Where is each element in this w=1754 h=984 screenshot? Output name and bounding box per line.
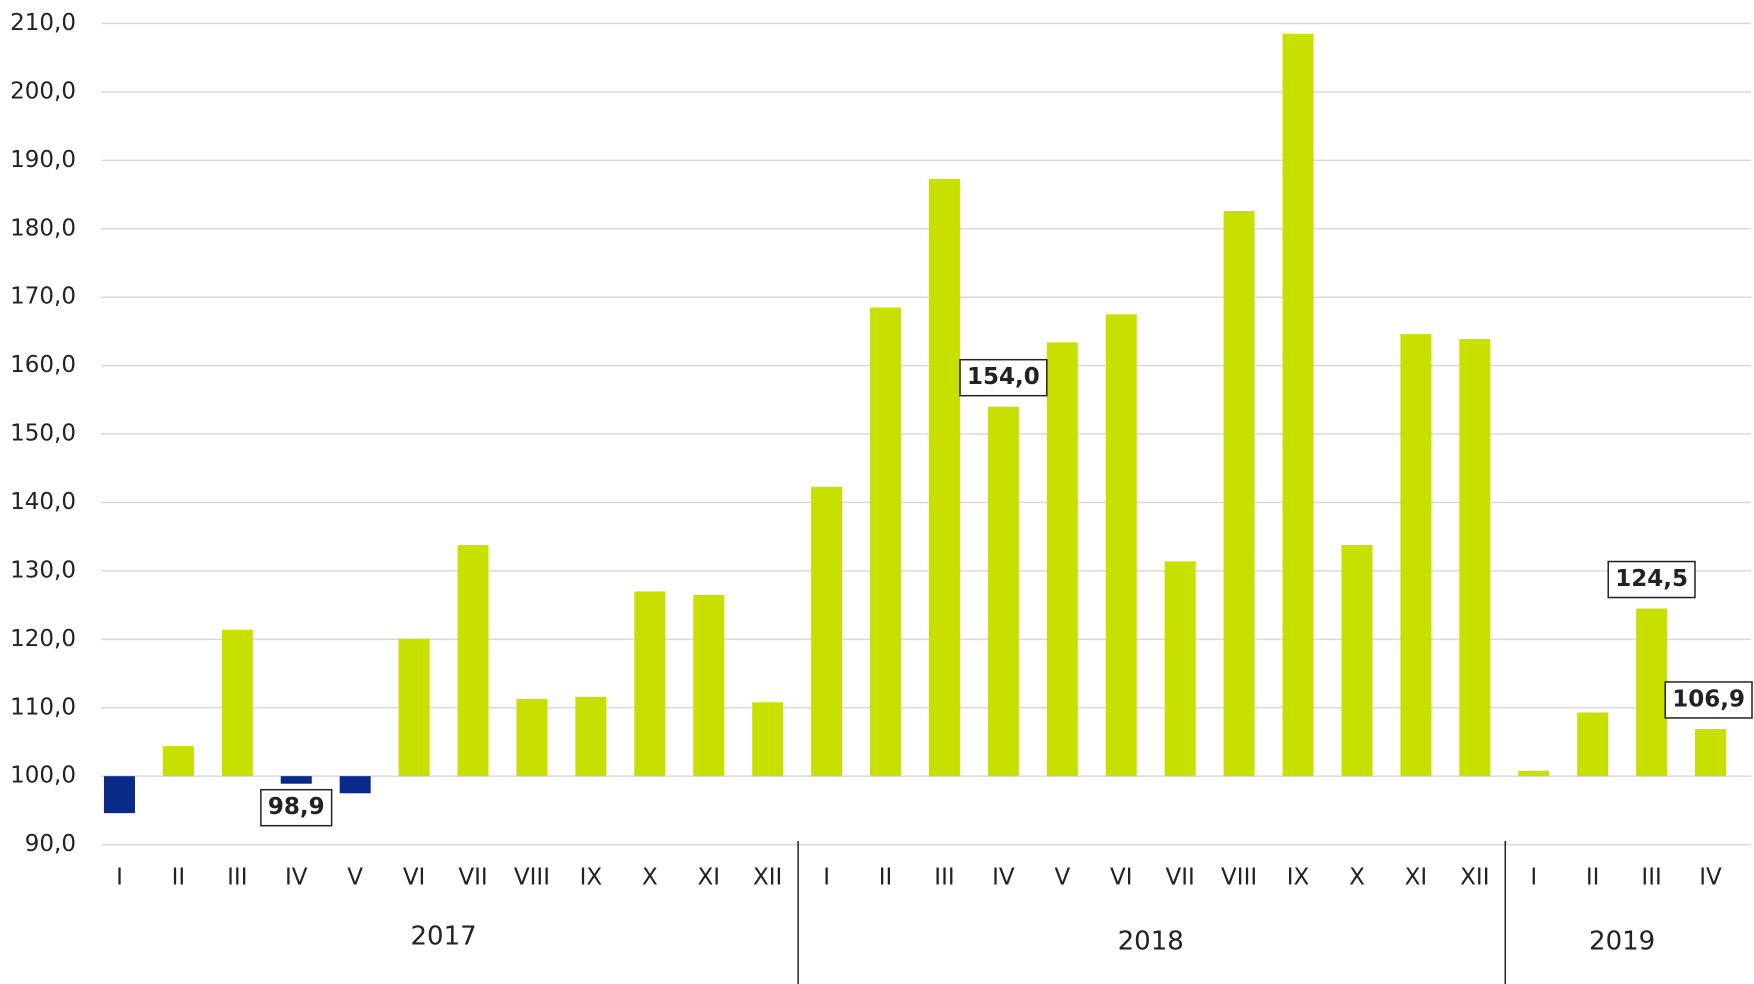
x-tick-label: VII <box>1166 865 1195 891</box>
x-tick-label: VI <box>1110 865 1133 891</box>
bar <box>457 544 489 777</box>
x-tick-label: XI <box>697 865 720 891</box>
x-tick-label: XII <box>1460 865 1489 891</box>
y-tick-label: 170,0 <box>10 284 76 310</box>
bar <box>1636 608 1668 777</box>
x-tick-label: VIII <box>1221 865 1257 891</box>
bar <box>987 406 1019 777</box>
x-tick-label: I <box>1530 865 1537 891</box>
data-label-box <box>1607 560 1696 599</box>
y-tick-label: 210,0 <box>10 10 76 36</box>
x-tick-label: IV <box>992 865 1015 891</box>
x-tick-label: III <box>1641 865 1661 891</box>
y-tick-label: 120,0 <box>10 626 76 652</box>
x-tick-label: X <box>1349 865 1365 891</box>
x-tick-label: IV <box>285 865 308 891</box>
x-tick-label: IX <box>1287 865 1310 891</box>
bar <box>575 696 607 777</box>
bar <box>634 591 666 777</box>
x-tick-label: IV <box>1699 865 1722 891</box>
y-tick-label: 180,0 <box>10 215 76 241</box>
data-label: 98,9 <box>268 794 325 820</box>
data-label: 106,9 <box>1672 686 1745 712</box>
bar <box>870 307 902 777</box>
bar <box>752 702 784 777</box>
x-tick-label: II <box>879 865 893 891</box>
bar <box>1459 338 1491 777</box>
y-tick-label: 130,0 <box>10 557 76 583</box>
x-tick-label: X <box>642 865 658 891</box>
y-tick-label: 150,0 <box>10 421 76 447</box>
bar <box>1164 561 1196 777</box>
data-label-box <box>1664 681 1753 719</box>
bar <box>1695 728 1727 777</box>
x-tick-label: III <box>934 865 954 891</box>
group-label: 2018 <box>1118 927 1184 957</box>
x-tick-label: I <box>823 865 830 891</box>
group-label: 2017 <box>410 922 476 952</box>
bar <box>1282 33 1314 777</box>
bar <box>1046 342 1078 777</box>
bar <box>103 776 135 814</box>
x-tick-label: V <box>1054 865 1070 891</box>
y-tick-label: 200,0 <box>10 78 76 104</box>
y-tick-label: 90,0 <box>25 831 76 857</box>
bar <box>1518 770 1550 777</box>
bar <box>516 698 548 777</box>
y-tick-label: 190,0 <box>10 147 76 173</box>
x-tick-label: XI <box>1405 865 1428 891</box>
y-tick-label: 140,0 <box>10 489 76 515</box>
bar <box>1577 712 1609 777</box>
x-tick-label: XII <box>753 865 782 891</box>
x-tick-label: II <box>172 865 186 891</box>
data-label: 124,5 <box>1615 566 1688 592</box>
x-tick-label: VIII <box>514 865 550 891</box>
y-tick-label: 160,0 <box>10 352 76 378</box>
x-tick-label: III <box>227 865 247 891</box>
data-label-box <box>959 358 1048 397</box>
bar <box>398 638 430 777</box>
bar <box>693 594 725 777</box>
bar <box>1400 334 1432 777</box>
bar <box>1105 314 1137 777</box>
group-label: 2019 <box>1589 927 1655 957</box>
bar <box>811 486 843 777</box>
data-label-box <box>260 788 333 827</box>
bar <box>221 629 253 777</box>
bar <box>339 776 371 794</box>
x-tick-label: I <box>116 865 123 891</box>
x-tick-label: IX <box>580 865 603 891</box>
bar <box>280 776 312 784</box>
x-tick-label: V <box>347 865 363 891</box>
bar <box>1341 544 1373 777</box>
y-tick-label: 100,0 <box>10 763 76 789</box>
bar <box>928 178 960 777</box>
bar <box>1223 210 1255 777</box>
bar <box>162 746 194 777</box>
data-label: 154,0 <box>967 364 1040 390</box>
x-tick-label: VII <box>458 865 487 891</box>
y-tick-label: 110,0 <box>10 694 76 720</box>
x-tick-label: II <box>1586 865 1600 891</box>
x-tick-label: VI <box>403 865 426 891</box>
